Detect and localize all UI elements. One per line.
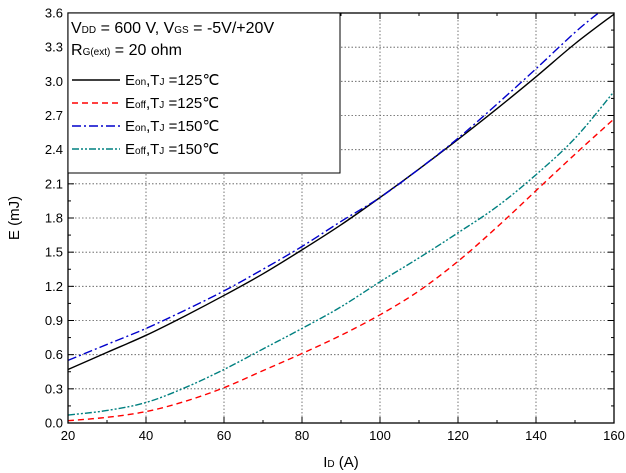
y-tick-label: 0.6: [45, 347, 63, 362]
label-text: = -5V/+20V: [189, 20, 275, 37]
label-text: V: [71, 20, 82, 37]
subscript-text: J: [159, 123, 164, 134]
label-text: ,T: [146, 118, 159, 135]
label-text: R: [71, 42, 83, 59]
subscript-text: J: [159, 77, 164, 88]
y-tick-label: 3.3: [45, 40, 63, 55]
label-text: ,T: [146, 141, 159, 158]
y-tick-label: 2.7: [45, 108, 63, 123]
x-tick-label: 80: [295, 428, 309, 443]
y-tick-label: 1.5: [45, 245, 63, 260]
label-text: ,T: [146, 95, 159, 112]
y-tick-label: 1.8: [45, 211, 63, 226]
legend-label: Eon,TJ =125℃: [125, 72, 219, 89]
legend: VDD = 600 V, VGS = -5V/+20V RG(ext) = 20 …: [67, 12, 341, 174]
label-text: (A): [335, 454, 359, 471]
condition-text: RG(ext) = 20 ohm: [71, 42, 182, 59]
x-tick-label: 40: [139, 428, 153, 443]
y-tick-label: 0.3: [45, 381, 63, 396]
y-axis-title: E (mJ): [6, 196, 23, 240]
subscript-text: J: [159, 100, 164, 111]
subscript-text: off: [135, 146, 146, 157]
series-line-4: [67, 91, 615, 416]
y-tick-label: 0.0: [45, 416, 63, 431]
subscript-text: DD: [82, 25, 96, 36]
x-tick-label: 160: [603, 428, 625, 443]
y-tick-label: 3.6: [45, 6, 63, 21]
x-axis-title: ID (A): [323, 454, 359, 471]
x-tick-label: 140: [525, 428, 547, 443]
label-text: I: [323, 454, 327, 471]
y-tick-label: 2.1: [45, 176, 63, 191]
subscript-text: J: [159, 146, 164, 157]
label-text: = 20 ohm: [110, 42, 182, 59]
subscript-text: G(ext): [83, 47, 111, 58]
subscript-text: D: [327, 459, 334, 470]
label-text: E: [125, 141, 135, 158]
series-line-2: [67, 118, 615, 422]
series-line-3: [67, 12, 599, 362]
label-text: E: [125, 118, 135, 135]
x-tick-label: 20: [61, 428, 75, 443]
label-text: = 600 V, V: [96, 20, 174, 37]
label-text: ,T: [146, 72, 159, 89]
legend-label: Eoff,TJ =150℃: [125, 141, 219, 158]
x-tick-label: 60: [217, 428, 231, 443]
label-text: E: [125, 72, 135, 89]
legend-box: [67, 12, 341, 174]
legend-label: Eon,TJ =150℃: [125, 118, 219, 135]
series-layer: [67, 12, 615, 422]
ticks: [67, 12, 615, 424]
condition-text: VDD = 600 V, VGS = -5V/+20V: [71, 20, 274, 37]
subscript-text: on: [135, 77, 146, 88]
x-tick-label: 100: [369, 428, 391, 443]
label-text: =150℃: [164, 141, 219, 158]
label-text: =125℃: [164, 72, 219, 89]
y-tick-label: 3.0: [45, 74, 63, 89]
y-tick-label: 2.4: [45, 142, 63, 157]
y-tick-label: 0.9: [45, 313, 63, 328]
y-tick-label: 1.2: [45, 279, 63, 294]
label-text: E: [125, 95, 135, 112]
series-line-1: [67, 13, 615, 371]
x-tick-label: 120: [447, 428, 469, 443]
label-text: =125℃: [164, 95, 219, 112]
subscript-text: GS: [174, 25, 189, 36]
legend-label: Eoff,TJ =125℃: [125, 95, 219, 112]
label-text: =150℃: [164, 118, 219, 135]
subscript-text: on: [135, 123, 146, 134]
tick-labels: 20 40 60 80 100 120 140 160 0.0 0.3 0.6 0.9 1.2 1.5 1.…: [45, 6, 625, 444]
subscript-text: off: [135, 100, 146, 111]
